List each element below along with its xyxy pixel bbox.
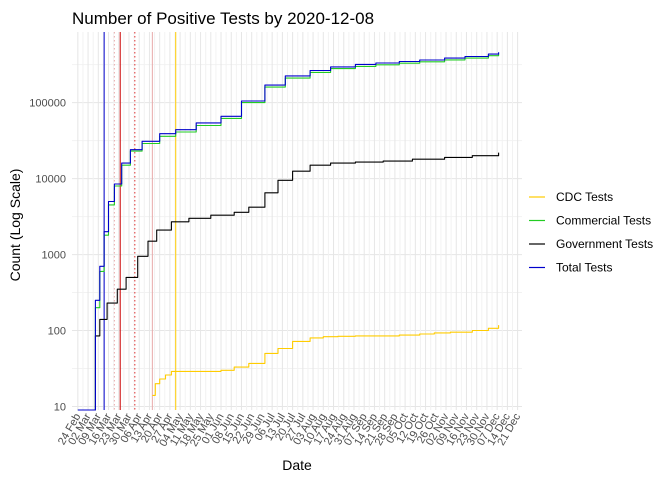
y-tick-label: 10000 <box>35 174 66 186</box>
y-tick-label: 100 <box>48 326 66 338</box>
y-tick-label: 10 <box>54 402 66 414</box>
y-tick-label: 1000 <box>42 250 66 262</box>
y-axis: 10 100 1000 10000 100000 <box>29 98 66 414</box>
legend-label: CDC Tests <box>556 190 613 204</box>
y-axis-title: Count (Log Scale) <box>7 169 23 282</box>
grid <box>72 32 522 410</box>
legend-label: Total Tests <box>556 261 612 275</box>
series-line-government-tests <box>93 152 500 411</box>
chart-title: Number of Positive Tests by 2020-12-08 <box>72 9 374 28</box>
x-axis-title: Date <box>282 457 312 473</box>
legend: CDC Tests Commercial Tests Government Test… <box>529 190 653 275</box>
reference-lines <box>103 32 177 410</box>
legend-label: Government Tests <box>556 237 653 251</box>
series-line-total-tests <box>77 52 500 411</box>
legend-label: Commercial Tests <box>556 214 651 228</box>
series-line-cdc-tests <box>152 325 500 396</box>
series-lines <box>77 52 500 411</box>
y-tick-label: 100000 <box>29 98 66 110</box>
